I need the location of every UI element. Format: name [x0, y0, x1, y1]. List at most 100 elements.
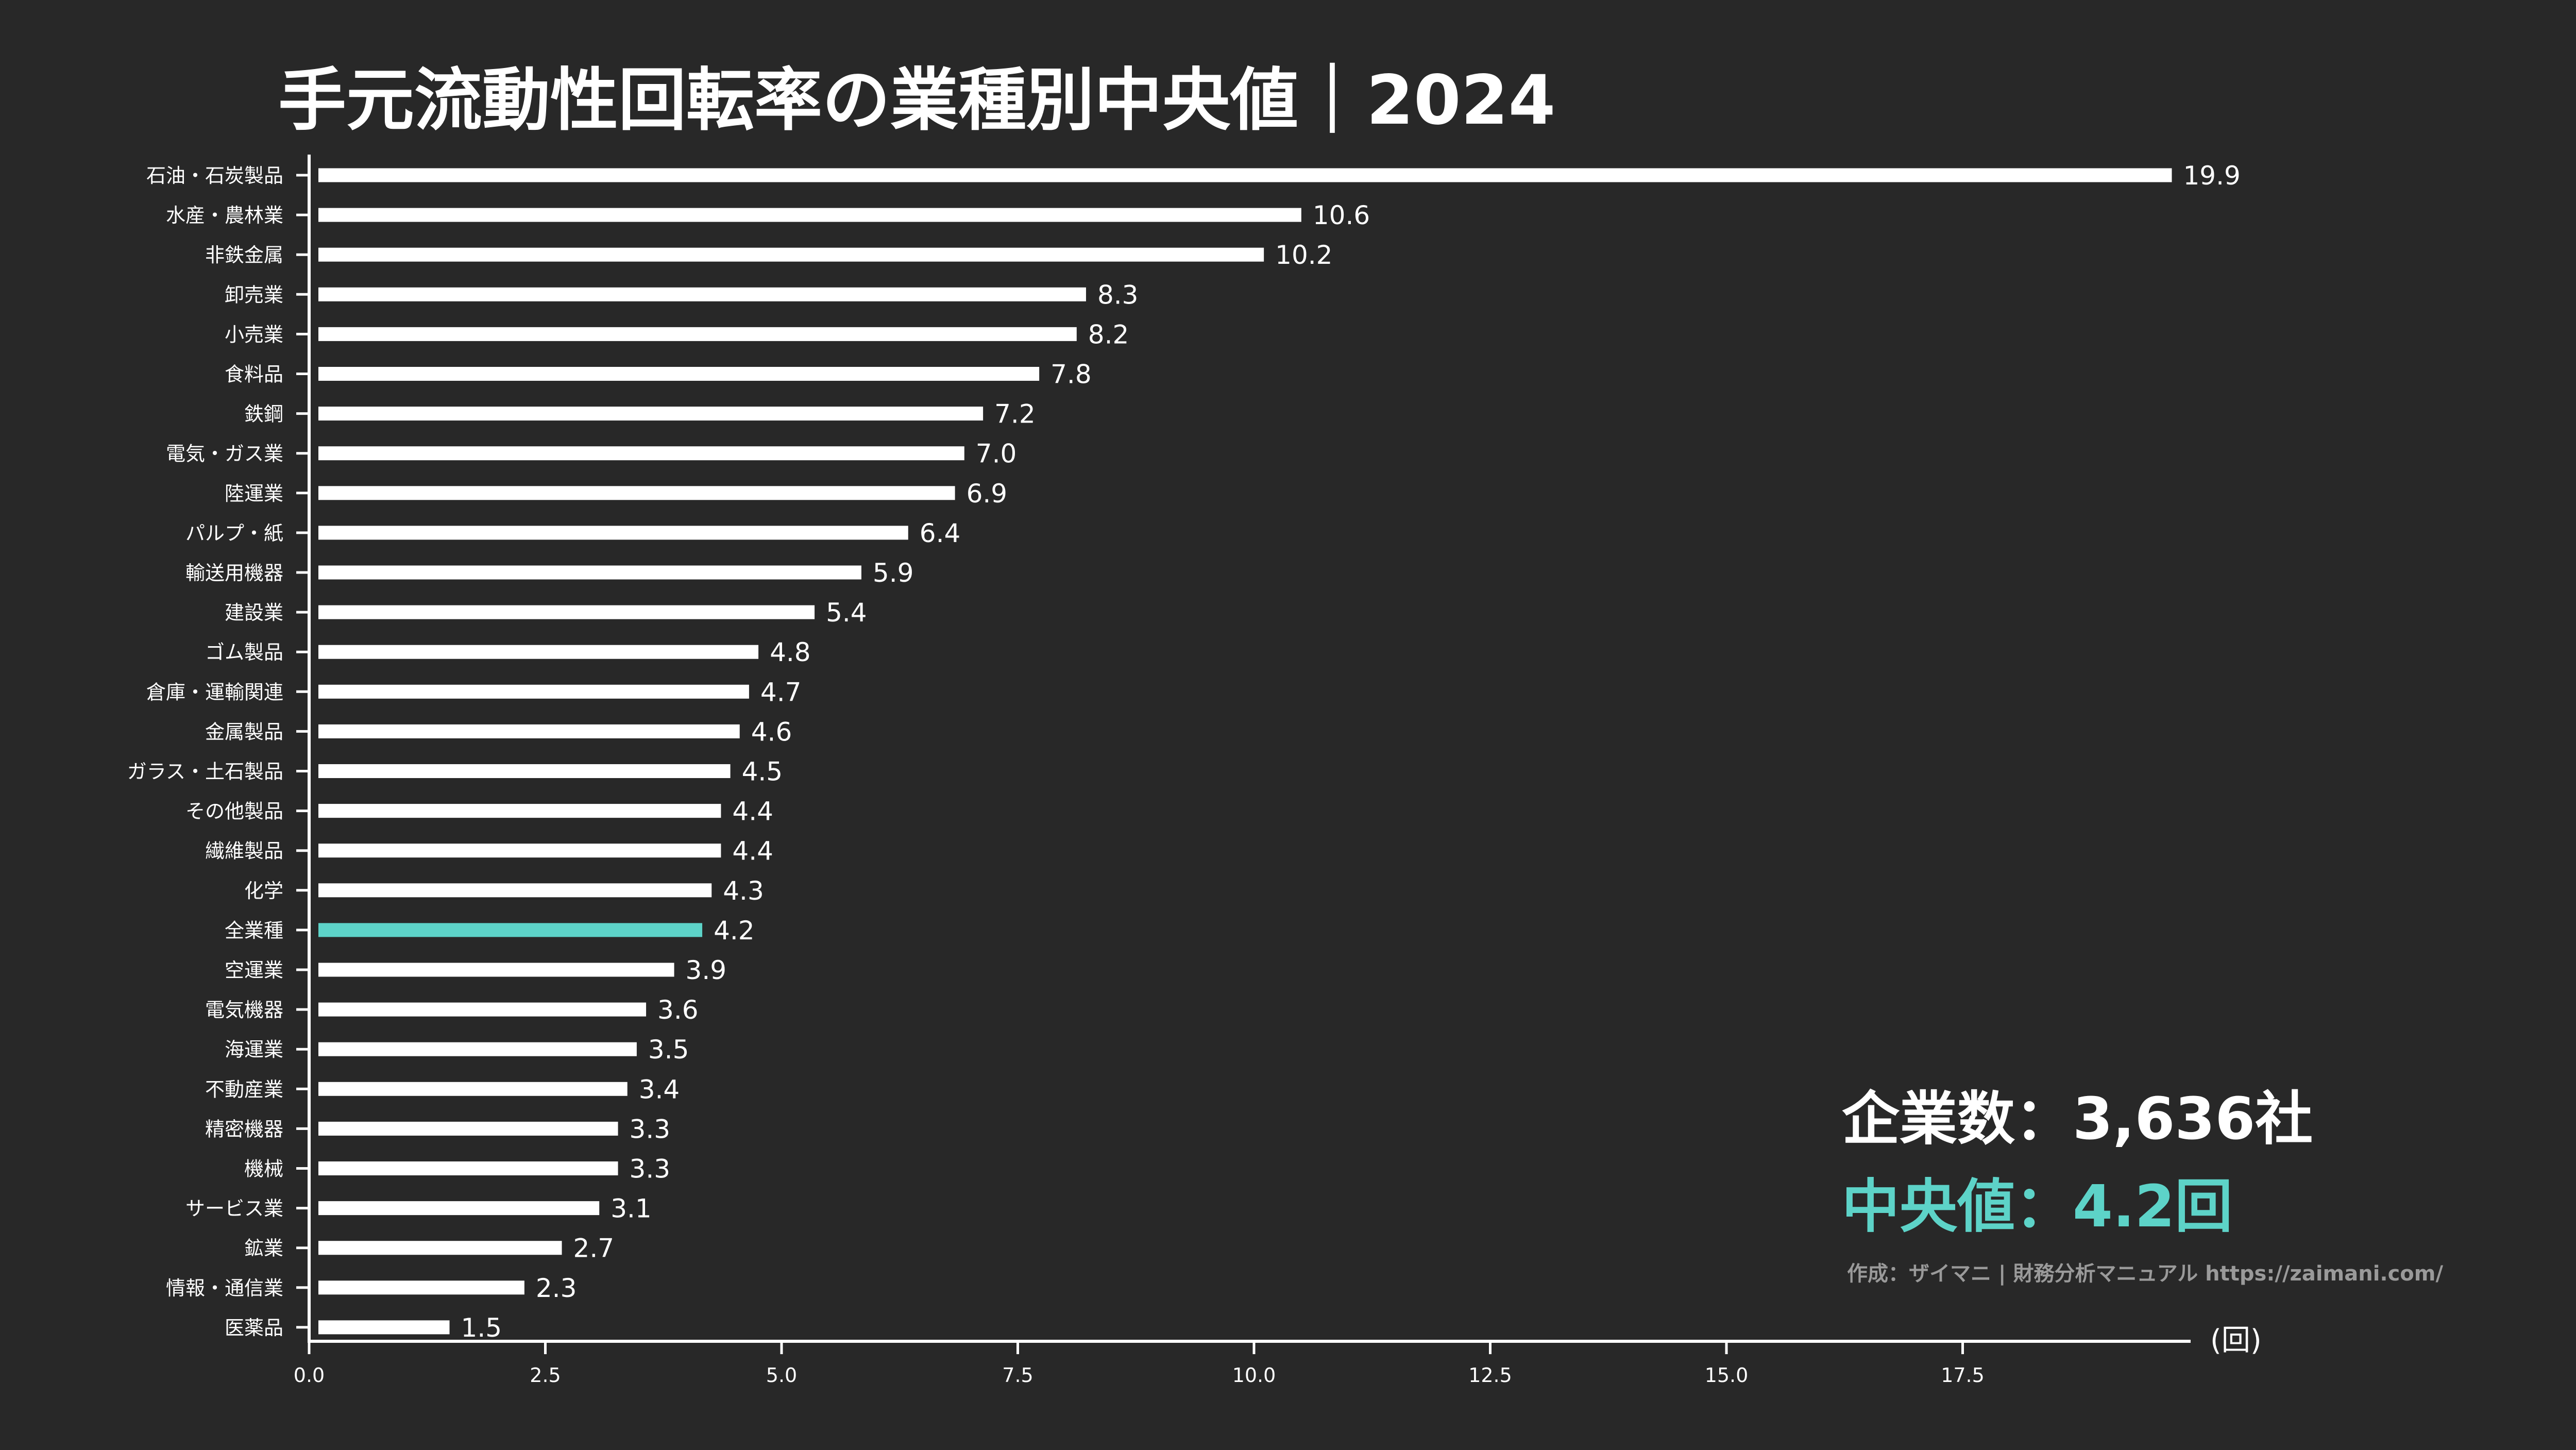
- bar: [318, 1161, 618, 1175]
- category-label: 医薬品: [225, 1317, 283, 1339]
- value-label: 4.4: [732, 797, 773, 827]
- x-tick-label: 0.0: [294, 1364, 325, 1387]
- category-label: 不動産業: [205, 1078, 283, 1101]
- x-tick-label: 12.5: [1468, 1364, 1512, 1387]
- bar: [318, 804, 721, 818]
- category-label: 電気・ガス業: [166, 443, 283, 465]
- category-label: 繊維製品: [205, 840, 283, 863]
- category-label: 輸送用機器: [185, 562, 283, 584]
- value-label: 7.8: [1050, 360, 1092, 390]
- bar: [318, 565, 861, 580]
- category-label: その他製品: [185, 800, 283, 823]
- category-label: 建設業: [225, 601, 283, 624]
- x-ticks-group: 0.0 2.5 5.0 7.5 10.0 12.5 15.0 17.5: [294, 1341, 1985, 1387]
- category-label: 小売業: [225, 323, 283, 346]
- value-label: 10.6: [1313, 200, 1370, 230]
- value-label: 19.9: [2183, 161, 2240, 191]
- value-label: 5.4: [826, 598, 867, 628]
- bar: [318, 287, 1086, 301]
- company-count-annotation: 企業数：3,636社: [1842, 1086, 2313, 1153]
- category-label: パルプ・紙: [185, 522, 283, 545]
- category-label: 石油・石炭製品: [146, 164, 283, 187]
- category-label: ゴム製品: [205, 641, 283, 664]
- unit-label: (回): [2210, 1324, 2262, 1357]
- bar: [318, 645, 759, 659]
- bar: [318, 844, 721, 858]
- value-label: 3.9: [686, 955, 727, 985]
- bar: [318, 367, 1040, 381]
- value-label: 8.2: [1088, 319, 1129, 349]
- value-label: 4.2: [714, 916, 755, 946]
- category-label: 陸運業: [225, 482, 283, 505]
- category-label: 卸売業: [225, 283, 283, 306]
- value-label: 6.9: [967, 479, 1008, 509]
- value-label: 3.1: [611, 1194, 652, 1224]
- bar: [318, 486, 955, 500]
- value-label: 4.8: [770, 637, 811, 667]
- credit-text: 作成：ザイマニ | 財務分析マニュアル https://zaimani.com/: [1847, 1262, 2443, 1286]
- category-label: 金属製品: [205, 720, 283, 743]
- x-tick-label: 2.5: [530, 1364, 561, 1387]
- x-tick-label: 17.5: [1941, 1364, 1985, 1387]
- category-label: 全業種: [225, 919, 283, 942]
- x-tick-label: 5.0: [766, 1364, 797, 1387]
- value-label: 8.3: [1097, 280, 1139, 310]
- x-tick-label: 10.0: [1232, 1364, 1276, 1387]
- value-label: 4.3: [723, 876, 764, 906]
- bars-group: 石油・石炭製品 19.9 水産・農林業 10.6 非鉄金属 10.2 卸売業 8.3 小売業 8.…: [127, 161, 2241, 1343]
- bar: [318, 208, 1301, 222]
- bar: [318, 407, 984, 421]
- bar: [318, 1082, 628, 1096]
- value-label: 10.2: [1275, 240, 1332, 270]
- bar: [318, 446, 964, 461]
- bar: [318, 605, 815, 619]
- category-label: 電気機器: [205, 999, 283, 1021]
- category-label: 鉄鋼: [244, 403, 283, 426]
- value-label: 4.6: [751, 717, 792, 747]
- value-label: 7.2: [994, 399, 1036, 429]
- bar: [318, 883, 712, 898]
- value-label: 5.9: [873, 558, 914, 588]
- category-label: 精密機器: [205, 1118, 283, 1140]
- bar: [318, 168, 2172, 182]
- value-label: 2.7: [573, 1234, 615, 1263]
- x-tick-label: 15.0: [1705, 1364, 1749, 1387]
- value-label: 7.0: [976, 439, 1017, 469]
- value-label: 4.7: [760, 677, 802, 707]
- chart-title: 手元流動性回転率の業種別中央値｜2024: [278, 61, 1555, 140]
- category-label: 水産・農林業: [166, 204, 283, 227]
- category-label: 倉庫・運輸関連: [146, 681, 283, 703]
- value-label: 4.4: [732, 836, 773, 866]
- bar: [318, 724, 740, 738]
- category-label: 非鉄金属: [205, 244, 283, 266]
- bar: [318, 1320, 450, 1335]
- bar: [318, 327, 1077, 341]
- bar: [318, 1201, 600, 1216]
- value-label: 1.5: [461, 1313, 502, 1343]
- bar: [318, 526, 908, 540]
- category-label: 機械: [244, 1158, 283, 1181]
- bar: [318, 684, 749, 699]
- bar: [318, 963, 674, 977]
- bar-highlight: [318, 923, 703, 937]
- median-annotation: 中央値：4.2回: [1842, 1173, 2232, 1240]
- value-label: 3.3: [630, 1114, 671, 1144]
- value-label: 3.4: [639, 1074, 680, 1104]
- bar: [318, 1280, 524, 1295]
- value-label: 3.5: [648, 1035, 689, 1065]
- bar: [318, 247, 1264, 262]
- bar: [318, 1121, 618, 1136]
- category-label: 空運業: [225, 959, 283, 982]
- bar: [318, 1002, 647, 1017]
- category-label: サービス業: [185, 1198, 283, 1220]
- x-tick-label: 7.5: [1002, 1364, 1033, 1387]
- category-label: 食料品: [225, 363, 283, 386]
- category-label: 情報・通信業: [166, 1277, 283, 1300]
- category-label: 海運業: [225, 1038, 283, 1061]
- bar: [318, 764, 731, 778]
- category-label: ガラス・土石製品: [127, 761, 283, 783]
- category-label: 化学: [244, 880, 283, 902]
- value-label: 3.3: [630, 1154, 671, 1184]
- bar: [318, 1042, 637, 1056]
